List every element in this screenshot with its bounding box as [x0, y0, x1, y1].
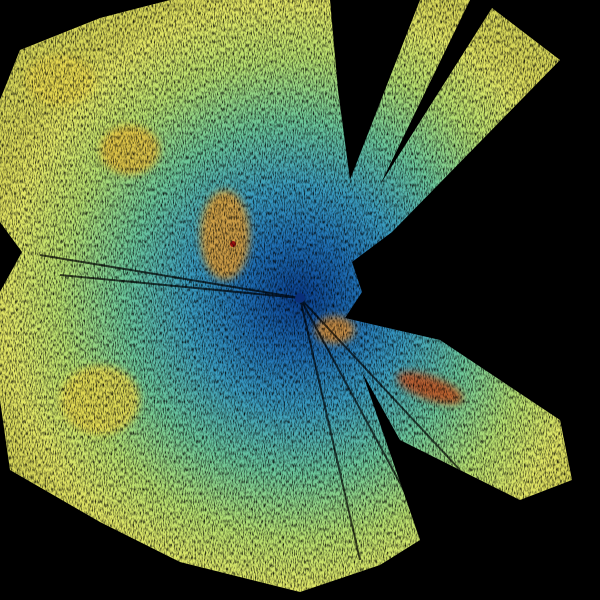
- radar-center: [295, 293, 305, 303]
